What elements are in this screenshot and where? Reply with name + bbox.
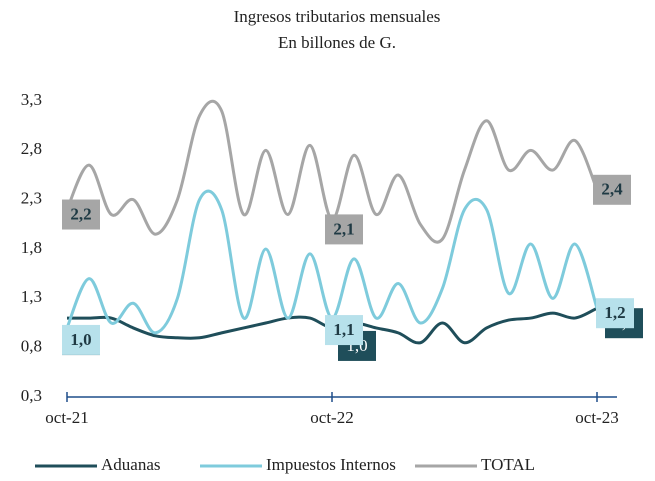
series-line [65, 189, 599, 335]
data-label-box [325, 315, 363, 346]
series-line [65, 99, 599, 244]
data-label: 1,1 [333, 320, 354, 339]
data-label-box [62, 199, 100, 230]
data-label: 2,2 [70, 204, 91, 223]
y-tick-label: 3,3 [21, 90, 42, 109]
legend-label: TOTAL [481, 455, 535, 474]
data-label: 2,4 [601, 180, 623, 199]
y-tick-label: 1,8 [21, 238, 42, 257]
chart-subtitle: En billones de G. [278, 33, 396, 52]
x-tick-label: oct-22 [310, 408, 353, 427]
data-label: 2,1 [333, 219, 354, 238]
data-label-box [62, 324, 100, 355]
y-tick-label: 0,8 [21, 337, 42, 356]
y-tick-label: 2,8 [21, 139, 42, 158]
y-tick-label: 0,3 [21, 386, 42, 405]
data-label: 1,0 [70, 330, 91, 349]
chart-title: Ingresos tributarios mensuales [234, 7, 441, 26]
data-label: 1,2 [604, 303, 625, 322]
data-label-box [325, 214, 363, 245]
y-tick-label: 2,3 [21, 189, 42, 208]
x-tick-label: oct-21 [45, 408, 88, 427]
data-label-box [593, 174, 631, 205]
y-tick-label: 1,3 [21, 287, 42, 306]
data-label-box [596, 298, 634, 329]
x-tick-label: oct-23 [575, 408, 618, 427]
legend-label: Impuestos Internos [266, 455, 396, 474]
legend-label: Aduanas [101, 455, 160, 474]
